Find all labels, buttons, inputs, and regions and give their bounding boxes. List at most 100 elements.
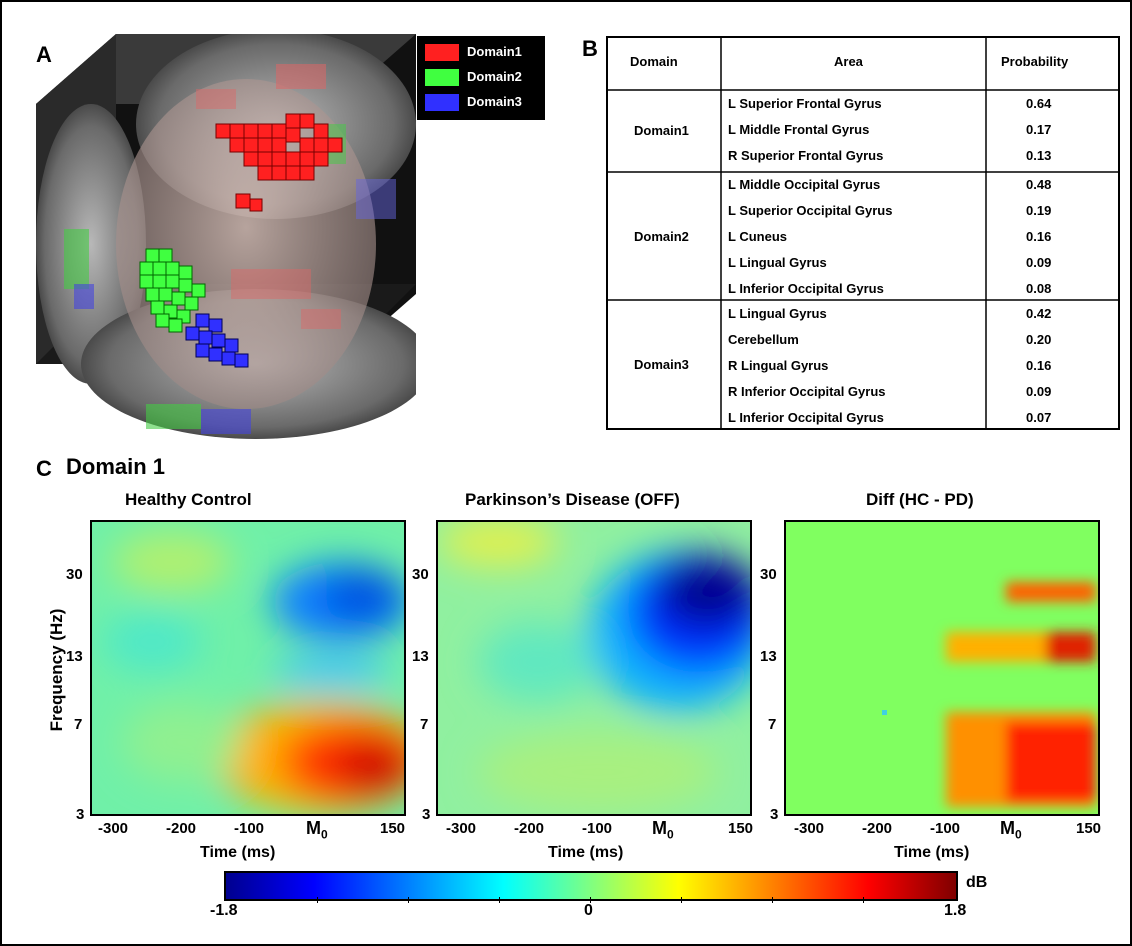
table-prob-cell: 0.16 bbox=[1026, 358, 1052, 373]
x-tick: M0 bbox=[652, 818, 674, 842]
table-grid bbox=[608, 38, 1118, 428]
table-prob-cell: 0.48 bbox=[1026, 177, 1052, 192]
x-tick: -100 bbox=[582, 820, 613, 837]
panel-label-c: C bbox=[36, 456, 52, 481]
x-axis-label: Time (ms) bbox=[200, 844, 276, 861]
table-header-domain: Domain bbox=[630, 54, 678, 69]
heatmap-title-pd: Parkinson’s Disease (OFF) bbox=[465, 490, 680, 509]
brain-3d-render bbox=[36, 34, 416, 439]
x-tick: M0 bbox=[306, 818, 328, 842]
y-tick: 30 bbox=[66, 566, 83, 583]
table-area-cell: R Superior Frontal Gyrus bbox=[728, 148, 884, 163]
table-domain-cell: Domain2 bbox=[634, 229, 689, 244]
section-title: Domain 1 bbox=[66, 454, 166, 479]
x-tick: 150 bbox=[728, 820, 754, 837]
table-area-cell: Cerebellum bbox=[728, 332, 799, 347]
x-tick: -200 bbox=[862, 820, 893, 837]
legend-label: Domain1 bbox=[467, 44, 522, 59]
probability-table: Domain Area Probability Domain1 L Superi… bbox=[606, 36, 1120, 430]
table-area-cell: L Lingual Gyrus bbox=[728, 255, 827, 270]
table-area-cell: L Superior Occipital Gyrus bbox=[728, 203, 893, 218]
colorbar-tick bbox=[499, 897, 500, 903]
table-prob-cell: 0.20 bbox=[1026, 332, 1052, 347]
colorbar bbox=[224, 871, 958, 903]
colorbar-tick bbox=[317, 897, 318, 903]
panel-label-a: A bbox=[36, 42, 52, 67]
domain-legend: Domain1 Domain2 Domain3 bbox=[417, 36, 545, 120]
panel-label-b: B bbox=[582, 36, 598, 61]
heatmap-surface bbox=[786, 522, 1098, 814]
table-area-cell: R Inferior Occipital Gyrus bbox=[728, 384, 886, 399]
legend-swatch bbox=[425, 94, 459, 111]
table-area-cell: L Superior Frontal Gyrus bbox=[728, 96, 882, 111]
x-axis-label: Time (ms) bbox=[894, 844, 970, 861]
x-tick: -100 bbox=[930, 820, 961, 837]
colorbar-tick bbox=[408, 897, 409, 903]
legend-item-domain3: Domain3 bbox=[425, 92, 545, 112]
table-prob-cell: 0.64 bbox=[1026, 96, 1052, 111]
table-prob-cell: 0.19 bbox=[1026, 203, 1052, 218]
y-tick: 7 bbox=[74, 716, 83, 733]
colorbar-tick bbox=[772, 897, 773, 903]
table-area-cell: L Inferior Occipital Gyrus bbox=[728, 281, 884, 296]
heatmap-difference bbox=[784, 520, 1100, 816]
x-tick: -200 bbox=[514, 820, 545, 837]
y-tick: 3 bbox=[770, 806, 779, 823]
legend-label: Domain2 bbox=[467, 69, 522, 84]
table-prob-cell: 0.17 bbox=[1026, 122, 1052, 137]
y-tick: 13 bbox=[412, 648, 429, 665]
y-tick: 7 bbox=[420, 716, 429, 733]
table-prob-cell: 0.16 bbox=[1026, 229, 1052, 244]
heatmap-parkinsons-off bbox=[436, 520, 752, 816]
legend-swatch bbox=[425, 44, 459, 61]
table-area-cell: L Lingual Gyrus bbox=[728, 306, 827, 321]
x-tick: 150 bbox=[1076, 820, 1102, 837]
table-header-area: Area bbox=[834, 54, 863, 69]
heatmap-title-hc: Healthy Control bbox=[125, 490, 252, 509]
legend-label: Domain3 bbox=[467, 94, 522, 109]
legend-item-domain2: Domain2 bbox=[425, 67, 545, 87]
table-prob-cell: 0.07 bbox=[1026, 410, 1052, 425]
heatmap-title-diff: Diff (HC - PD) bbox=[866, 490, 974, 509]
colorbar-mid: 0 bbox=[584, 902, 593, 919]
colorbar-max: 1.8 bbox=[944, 902, 967, 919]
x-tick: -300 bbox=[98, 820, 129, 837]
heatmap-surface bbox=[438, 522, 750, 814]
legend-item-domain1: Domain1 bbox=[425, 42, 545, 62]
x-tick: -100 bbox=[234, 820, 265, 837]
legend-swatch bbox=[425, 69, 459, 86]
colorbar-unit: dB bbox=[966, 874, 988, 891]
y-tick: 7 bbox=[768, 716, 777, 733]
table-area-cell: R Lingual Gyrus bbox=[728, 358, 829, 373]
table-prob-cell: 0.13 bbox=[1026, 148, 1052, 163]
y-tick: 3 bbox=[76, 806, 85, 823]
table-header-probability: Probability bbox=[1001, 54, 1069, 69]
table-area-cell: L Middle Occipital Gyrus bbox=[728, 177, 881, 192]
x-tick: 150 bbox=[380, 820, 406, 837]
colorbar-tick bbox=[590, 897, 591, 903]
colorbar-min: -1.8 bbox=[210, 902, 238, 919]
colorbar-tick bbox=[681, 897, 682, 903]
y-axis-label: Frequency (Hz) bbox=[47, 608, 66, 732]
table-area-cell: L Cuneus bbox=[728, 229, 787, 244]
table-prob-cell: 0.09 bbox=[1026, 384, 1052, 399]
y-tick: 13 bbox=[66, 648, 83, 665]
table-domain-cell: Domain3 bbox=[634, 357, 689, 372]
x-tick: -200 bbox=[166, 820, 197, 837]
heatmap-surface bbox=[92, 522, 404, 814]
x-tick: -300 bbox=[446, 820, 477, 837]
table-area-cell: L Inferior Occipital Gyrus bbox=[728, 410, 884, 425]
table-area-cell: L Middle Frontal Gyrus bbox=[728, 122, 870, 137]
x-tick: -300 bbox=[794, 820, 825, 837]
y-tick: 30 bbox=[760, 566, 777, 583]
colorbar-tick bbox=[863, 897, 864, 903]
table-prob-cell: 0.09 bbox=[1026, 255, 1052, 270]
table-prob-cell: 0.08 bbox=[1026, 281, 1052, 296]
y-tick: 13 bbox=[760, 648, 777, 665]
x-axis-label: Time (ms) bbox=[548, 844, 624, 861]
heatmap-healthy-control bbox=[90, 520, 406, 816]
y-tick: 30 bbox=[412, 566, 429, 583]
x-tick: M0 bbox=[1000, 818, 1022, 842]
table-prob-cell: 0.42 bbox=[1026, 306, 1052, 321]
